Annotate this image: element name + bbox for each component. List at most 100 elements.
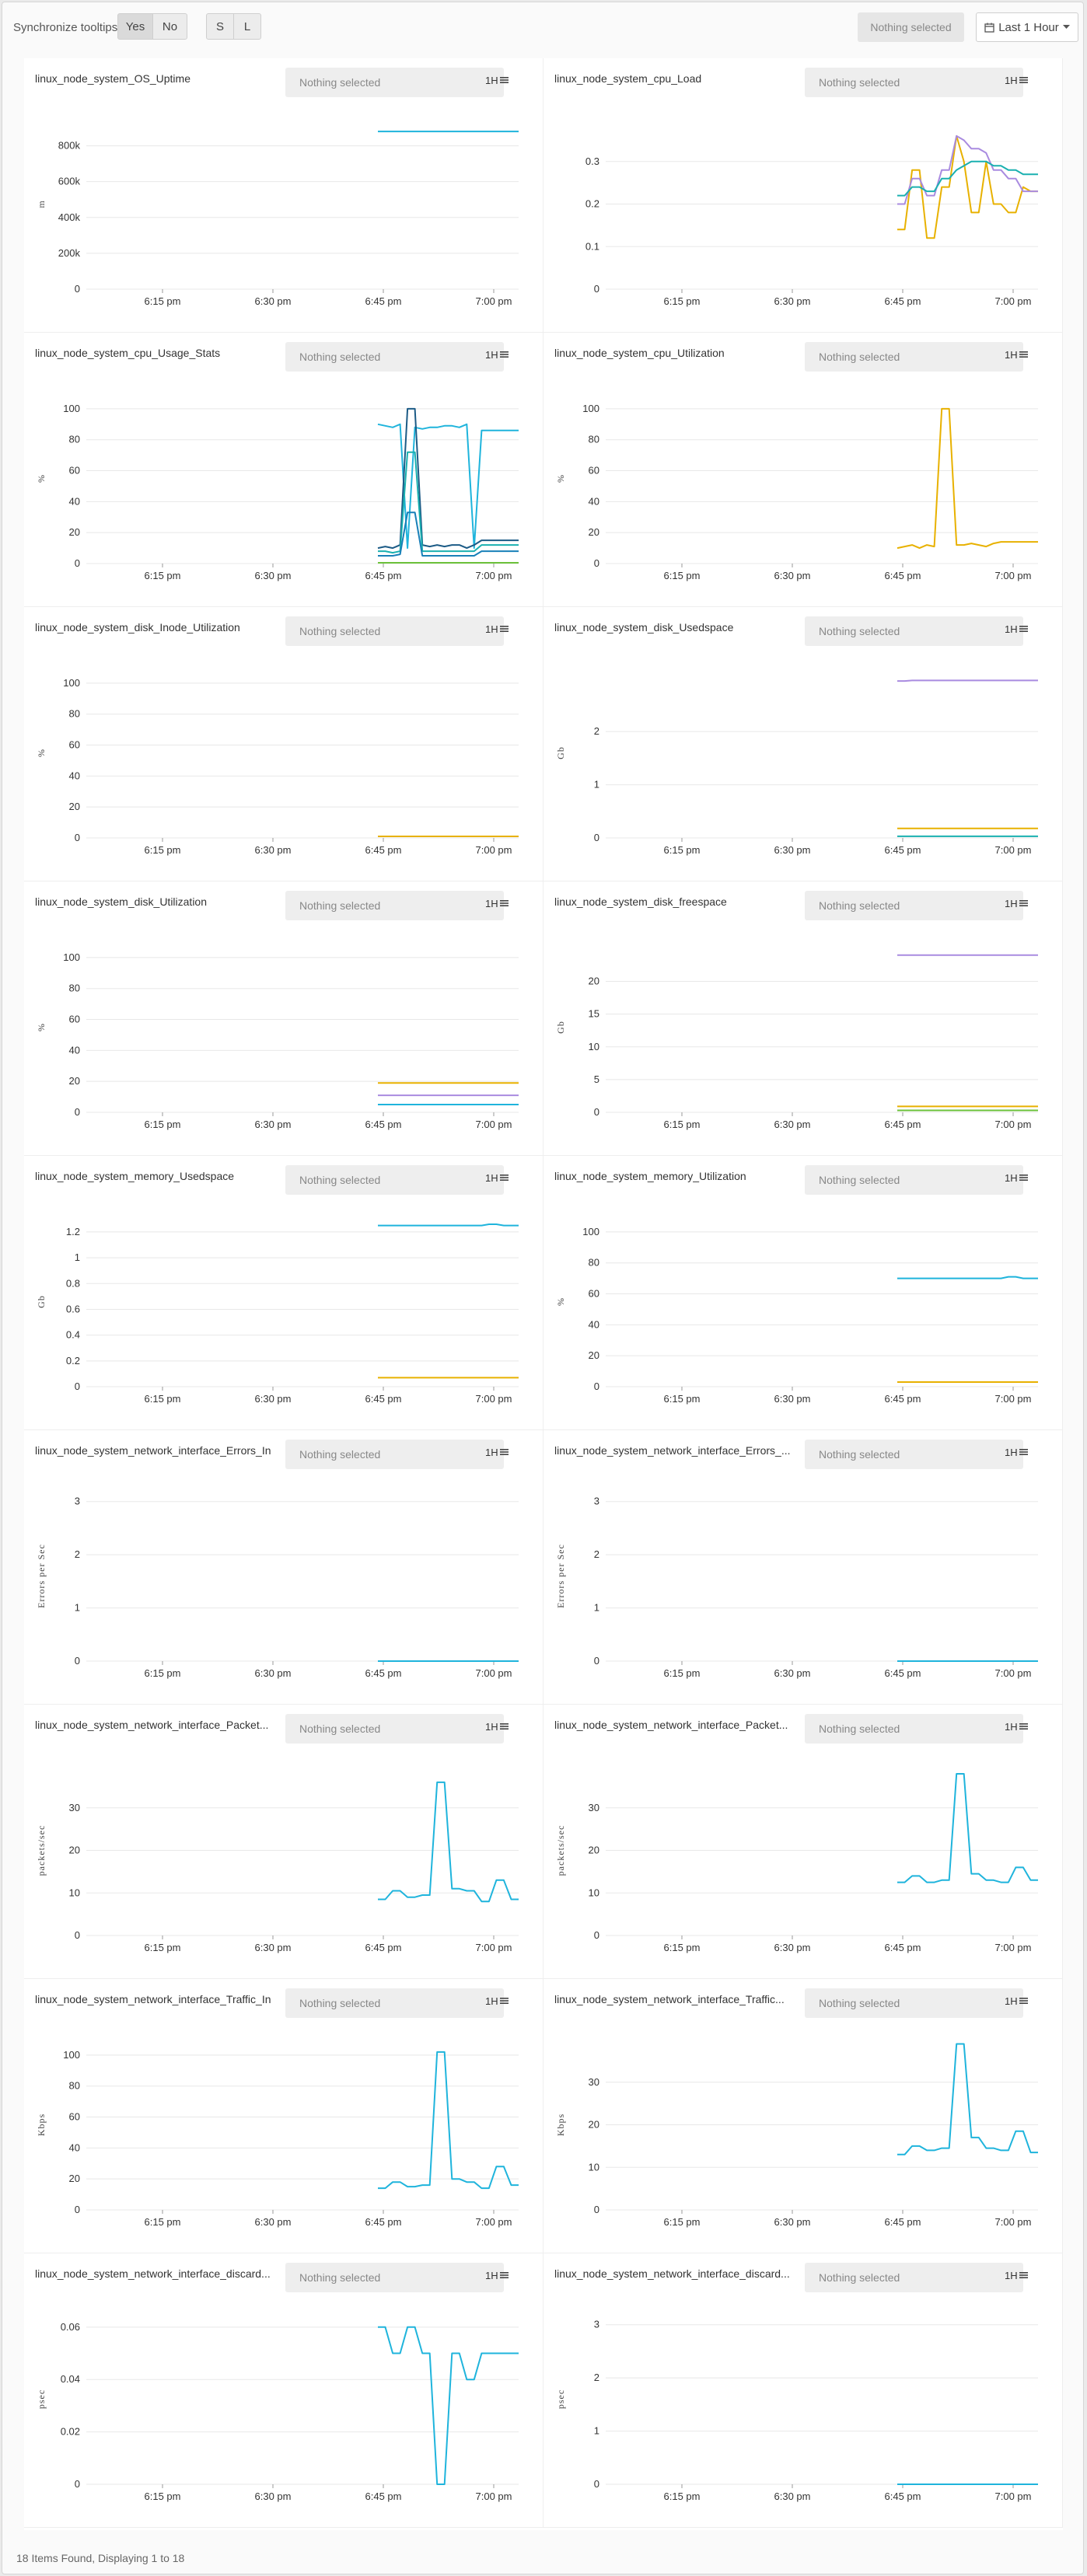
series-line[interactable] (377, 407, 519, 550)
chart-series-select[interactable]: Nothing selected (805, 2263, 1023, 2292)
y-tick-label: 1 (594, 1602, 599, 1614)
list-icon[interactable] (1019, 623, 1028, 635)
chart-range-label[interactable]: 1H (485, 623, 498, 635)
chart-series-select[interactable]: Nothing selected (805, 616, 1023, 646)
chart-series-select[interactable]: Nothing selected (805, 1714, 1023, 1744)
y-tick-label: 20 (69, 801, 80, 812)
line-chart: 0 1 2 3 6:15 pm 6:30 pm 6:45 pm 7:00 pm Errors p… (36, 1496, 519, 1679)
chart-series-select[interactable]: Nothing selected (805, 68, 1023, 97)
list-icon[interactable] (500, 349, 509, 361)
chart-series-select[interactable]: Nothing selected (285, 616, 504, 646)
series-line[interactable] (378, 2051, 519, 2190)
x-tick-label: 6:45 pm (365, 844, 402, 856)
y-tick-label: 40 (589, 495, 599, 507)
y-tick-label: 0.4 (66, 1329, 80, 1341)
chart-range-label[interactable]: 1H (485, 1995, 498, 2007)
chart-range-label[interactable]: 1H (1005, 898, 1018, 909)
series-line[interactable] (378, 2326, 519, 2485)
chart-series-select[interactable]: Nothing selected (285, 891, 504, 920)
chart-series-select[interactable]: Nothing selected (805, 891, 1023, 920)
chart-range-label[interactable]: 1H (1005, 1995, 1018, 2007)
list-icon[interactable] (1019, 1995, 1028, 2007)
list-icon[interactable] (500, 898, 509, 909)
y-tick-label: 20 (69, 2173, 80, 2184)
list-icon[interactable] (1019, 1721, 1028, 1733)
line-chart: 0 1 2 3 6:15 pm 6:30 pm 6:45 pm 7:00 pm Errors p… (555, 1496, 1038, 1679)
series-line[interactable] (897, 679, 1038, 682)
chart-range-label[interactable]: 1H (485, 1447, 498, 1458)
series-line[interactable] (377, 423, 519, 550)
list-icon[interactable] (1019, 75, 1028, 86)
chart-series-select[interactable]: Nothing selected (285, 342, 504, 372)
list-icon[interactable] (500, 1172, 509, 1184)
chart-series-select[interactable]: Nothing selected (805, 1165, 1023, 1195)
list-icon[interactable] (500, 1721, 509, 1733)
chart-series-select[interactable]: Nothing selected (285, 1988, 504, 2018)
series-line[interactable] (378, 451, 519, 554)
y-tick-label: 0 (594, 2478, 599, 2490)
x-tick-label: 6:15 pm (145, 570, 181, 581)
chart-range-label[interactable]: 1H (1005, 623, 1018, 635)
list-icon[interactable] (500, 623, 509, 635)
x-tick-label: 7:00 pm (476, 1393, 512, 1405)
x-tick-label: 7:00 pm (476, 2216, 512, 2228)
chart-range-label[interactable]: 1H (485, 349, 498, 361)
list-icon[interactable] (500, 1447, 509, 1458)
x-tick-label: 6:15 pm (664, 1393, 701, 1405)
chart-range-label[interactable]: 1H (1005, 2270, 1018, 2281)
list-icon[interactable] (500, 1995, 509, 2007)
list-icon[interactable] (1019, 1447, 1028, 1458)
list-icon[interactable] (1019, 2270, 1028, 2281)
size-l-button[interactable]: L (233, 13, 261, 40)
sync-yes-button[interactable]: Yes (117, 13, 153, 40)
chart-range-label[interactable]: 1H (1005, 1721, 1018, 1733)
x-tick-label: 7:00 pm (995, 1942, 1032, 1953)
chart-series-select[interactable]: Nothing selected (805, 1988, 1023, 2018)
list-icon[interactable] (1019, 1172, 1028, 1184)
y-axis-label: psec (36, 2389, 47, 2409)
chart-panel: linux_node_system_network_interface_Pack… (24, 1705, 544, 1979)
x-tick-label: 6:15 pm (664, 1667, 701, 1679)
chart-series-select[interactable]: Nothing selected (805, 342, 1023, 372)
chart-series-select[interactable]: Nothing selected (285, 68, 504, 97)
series-line[interactable] (897, 1773, 1038, 1883)
time-range-dropdown[interactable]: Last 1 Hour (976, 12, 1078, 42)
chart-range-label[interactable]: 1H (485, 1172, 498, 1184)
series-line[interactable] (378, 511, 519, 557)
series-line[interactable] (897, 407, 1038, 550)
y-tick-label: 40 (69, 1044, 80, 1056)
series-line[interactable] (897, 2043, 1038, 2155)
chart-series-select[interactable]: Nothing selected (285, 1714, 504, 1744)
list-icon[interactable] (500, 75, 509, 86)
list-icon[interactable] (500, 2270, 509, 2281)
y-axis-label: Gb (555, 1021, 566, 1034)
series-line[interactable] (897, 1276, 1038, 1279)
chart-panel: linux_node_system_network_interface_disc… (544, 2253, 1063, 2528)
chart-series-select[interactable]: Nothing selected (285, 1165, 504, 1195)
chart-series-select[interactable]: Nothing selected (285, 1440, 504, 1469)
chart-range-label[interactable]: 1H (485, 1721, 498, 1733)
top-nothing-selected[interactable]: Nothing selected (858, 12, 964, 42)
chart-range-label[interactable]: 1H (1005, 1447, 1018, 1458)
chart-range-label[interactable]: 1H (1005, 75, 1018, 86)
chart-range-label[interactable]: 1H (485, 75, 498, 86)
chart-series-select[interactable]: Nothing selected (285, 2263, 504, 2292)
y-tick-label: 1 (75, 1602, 80, 1614)
line-chart: 0 10 20 30 6:15 pm 6:30 pm 6:45 pm 7:00 pm packe… (555, 1773, 1038, 1953)
sync-no-button[interactable]: No (152, 13, 187, 40)
series-line[interactable] (378, 1781, 519, 1903)
series-line[interactable] (897, 134, 1038, 205)
list-icon[interactable] (1019, 898, 1028, 909)
chart-range-label[interactable]: 1H (1005, 1172, 1018, 1184)
chart-series-select[interactable]: Nothing selected (805, 1440, 1023, 1469)
x-tick-label: 7:00 pm (476, 2490, 512, 2502)
list-icon[interactable] (1019, 349, 1028, 361)
size-s-button[interactable]: S (206, 13, 234, 40)
series-line[interactable] (378, 1223, 519, 1227)
chart-range-label[interactable]: 1H (485, 898, 498, 909)
chart-range-label[interactable]: 1H (1005, 349, 1018, 361)
series-line[interactable] (897, 160, 1038, 197)
chart-range-label[interactable]: 1H (485, 2270, 498, 2281)
y-tick-label: 40 (589, 1318, 599, 1330)
charts-grid: linux_node_system_OS_Uptime Nothing selec… (24, 58, 1063, 2530)
